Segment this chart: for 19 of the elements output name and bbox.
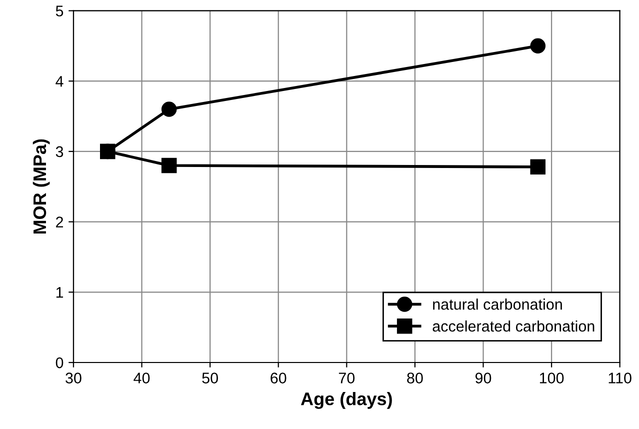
x-tick-label: 110 [608,372,632,384]
x-tick-label: 40 [134,372,150,384]
x-tick-label: 50 [202,372,218,384]
x-axis-title: Age (days) [300,392,392,409]
x-tick-label: 80 [407,372,423,384]
y-tick-label: 5 [56,6,64,16]
x-tick-label: 70 [338,372,355,384]
y-tick-label: 2 [56,216,63,228]
x-tick-label: 60 [270,372,286,384]
x-tick-label: 90 [475,372,492,384]
y-tick-label: 4 [56,76,64,87]
y-tick-label: 3 [56,146,64,158]
y-tick-label: 0 [56,357,64,368]
x-tick-label: 30 [66,372,82,384]
y-tick-label: 1 [56,287,64,298]
legend-label: natural carbonation [433,298,562,310]
x-tick-label: 100 [540,372,564,384]
y-axis-title: MOR (MPa) [32,139,50,234]
legend-label: accelerated carbonation [432,320,594,332]
